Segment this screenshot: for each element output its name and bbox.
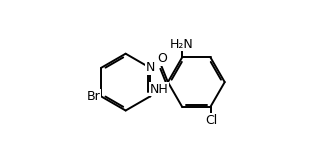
Text: N: N bbox=[146, 61, 155, 74]
Text: O: O bbox=[157, 52, 167, 65]
Text: Cl: Cl bbox=[205, 114, 217, 127]
Text: Br: Br bbox=[86, 90, 100, 103]
Text: NH: NH bbox=[150, 83, 168, 96]
Text: H₂N: H₂N bbox=[170, 38, 194, 51]
